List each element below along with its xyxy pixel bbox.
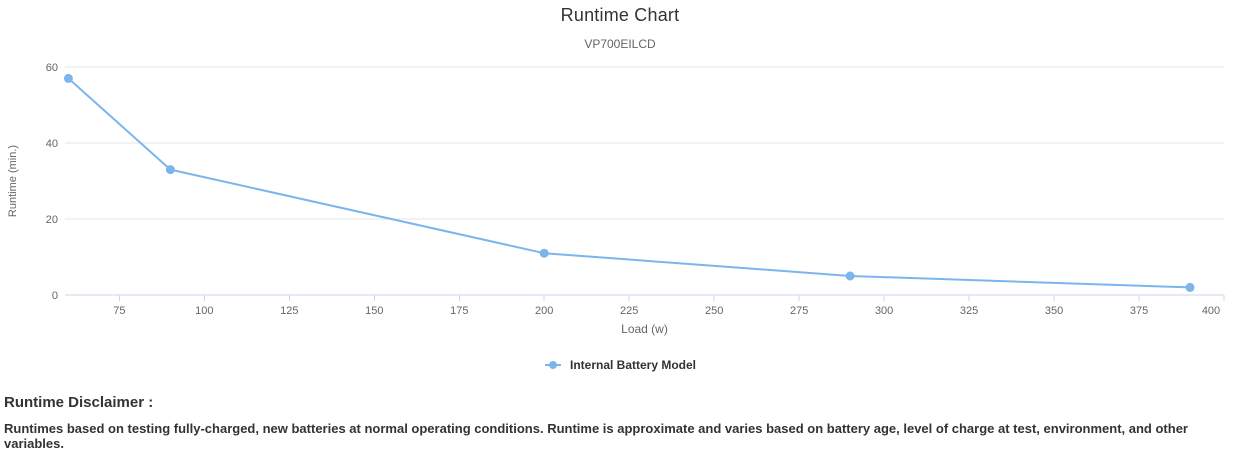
legend-line-marker-icon <box>544 361 561 369</box>
x-tick-label: 400 <box>1202 305 1220 317</box>
runtime-disclaimer: Runtime Disclaimer : Runtimes based on t… <box>4 394 1236 451</box>
runtime-chart: Runtime Chart VP700EILCD Runtime (min.) … <box>0 5 1240 372</box>
x-tick-label: 175 <box>450 305 468 317</box>
chart-subtitle: VP700EILCD <box>584 37 656 51</box>
disclaimer-body: Runtimes based on testing fully-charged,… <box>4 421 1188 451</box>
x-tick-label: 100 <box>195 305 213 317</box>
chart-legend: Internal Battery Model <box>0 358 1240 372</box>
x-tick-label: 225 <box>620 305 638 317</box>
data-point[interactable] <box>165 165 175 175</box>
y-tick-label: 60 <box>46 62 58 74</box>
x-tick-label: 350 <box>1045 305 1063 317</box>
x-tick-label: 150 <box>365 305 383 317</box>
x-tick-label: 325 <box>960 305 978 317</box>
x-tick-label: 75 <box>113 305 125 317</box>
chart-title: Runtime Chart <box>560 5 680 25</box>
y-tick-label: 0 <box>52 290 58 302</box>
y-tick-label: 40 <box>46 138 58 150</box>
legend-item-internal-battery-model[interactable]: Internal Battery Model <box>544 358 696 372</box>
disclaimer-heading: Runtime Disclaimer : <box>4 394 154 411</box>
data-point[interactable] <box>1185 282 1195 292</box>
x-tick-label: 375 <box>1130 305 1148 317</box>
y-tick-label: 20 <box>46 214 58 226</box>
chart-plot-area: 0 20 40 60 75 100 125 150 175 200 225 250 275 300 325 3… <box>46 62 1225 317</box>
data-point[interactable] <box>539 248 549 258</box>
data-point[interactable] <box>845 271 855 281</box>
x-tick-label: 125 <box>280 305 298 317</box>
series-line <box>67 77 1191 289</box>
legend-label: Internal Battery Model <box>569 358 697 372</box>
x-tick-label: 275 <box>790 305 808 317</box>
y-axis-title: Runtime (min.) <box>7 144 19 218</box>
x-tick-label: 300 <box>875 305 893 317</box>
x-tick-label: 250 <box>705 305 723 317</box>
x-tick-label: 200 <box>535 305 553 317</box>
data-point[interactable] <box>63 73 73 83</box>
x-axis-title: Load (w) <box>621 322 668 336</box>
